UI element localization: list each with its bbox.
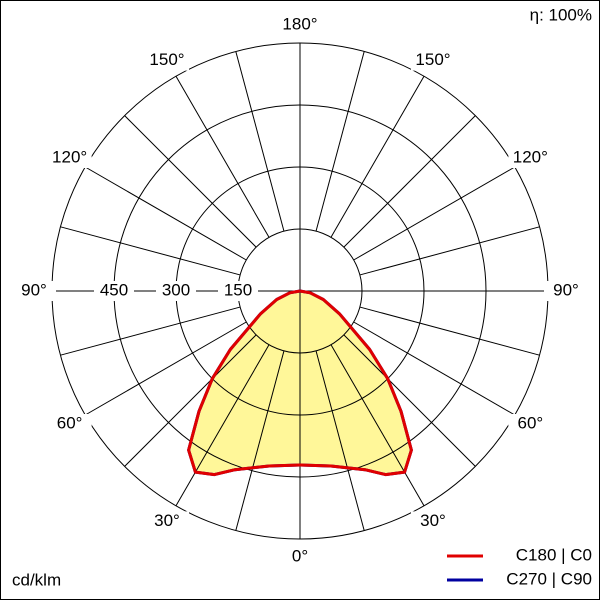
grid-line	[315, 350, 365, 531]
angle-label: 180°	[282, 14, 317, 33]
light-area	[300, 291, 412, 475]
label-bg	[278, 15, 322, 35]
grid-line	[353, 166, 516, 261]
angle-label: 60°	[57, 413, 83, 432]
grid-line	[315, 51, 365, 232]
grid-line	[124, 334, 257, 467]
angle-label: 30°	[154, 511, 180, 530]
label-bg	[94, 281, 134, 301]
angle-label: 120°	[513, 147, 548, 166]
angle-label: 90°	[553, 280, 579, 299]
label-bg	[47, 148, 92, 168]
grid-line	[235, 350, 285, 531]
angle-label: 0°	[292, 546, 308, 565]
unit-label: cd/klm	[12, 570, 61, 589]
legend-label: C180 | C0	[516, 545, 592, 564]
grid-line	[330, 344, 425, 507]
r-tick-label: 450	[100, 280, 128, 299]
label-bg	[47, 414, 92, 434]
angle-label: 90°	[21, 280, 47, 299]
angle-label: 120°	[52, 147, 87, 166]
grid-line	[353, 321, 516, 416]
label-bg	[411, 50, 455, 71]
grid-line	[359, 226, 540, 276]
label-bg	[508, 148, 553, 168]
curve	[299, 289, 413, 477]
label-bg	[156, 281, 196, 301]
grid-line	[175, 344, 270, 507]
r-tick-label: 150	[224, 280, 252, 299]
angle-label: 30°	[420, 511, 446, 530]
grid-line	[84, 321, 247, 416]
angle-label: 150°	[149, 50, 184, 69]
grid-line	[330, 75, 425, 238]
grid-line	[175, 75, 270, 238]
label-bg	[544, 281, 588, 301]
grid-line	[84, 166, 247, 261]
label-bg	[278, 547, 322, 567]
label-bg	[508, 414, 553, 434]
grid-line	[359, 306, 540, 356]
label-bg	[218, 281, 258, 301]
label-bg	[411, 511, 455, 532]
curve	[187, 289, 301, 477]
annotation: η: 100%	[530, 5, 592, 24]
grid-line	[124, 115, 257, 248]
grid-line	[343, 334, 476, 467]
angle-label: 150°	[415, 50, 450, 69]
angle-label: 60°	[518, 413, 544, 432]
grid-line	[235, 51, 285, 232]
r-tick-label: 300	[162, 280, 190, 299]
light-area	[188, 291, 300, 475]
grid-line	[343, 115, 476, 248]
label-bg	[145, 50, 189, 71]
legend-label: C270 | C90	[506, 569, 592, 588]
label-bg	[145, 511, 189, 532]
grid-line	[60, 226, 241, 276]
grid-line	[60, 306, 241, 356]
label-bg	[12, 281, 56, 301]
